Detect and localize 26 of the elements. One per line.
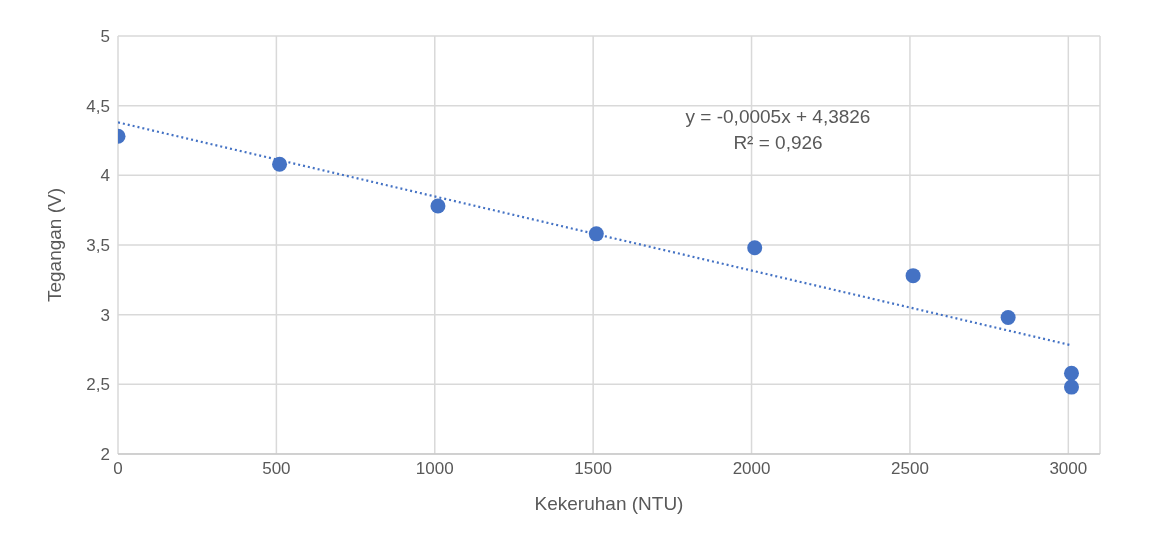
y-tick-label: 3	[100, 305, 110, 325]
x-axis-title: Kekeruhan (NTU)	[534, 493, 684, 514]
point	[1063, 365, 1079, 381]
point	[272, 156, 288, 172]
point	[747, 240, 763, 256]
x-tick-label: 2500	[891, 459, 929, 479]
point	[588, 226, 604, 242]
y-tick-label: 2	[100, 445, 110, 465]
y-tick-label: 2,5	[86, 375, 110, 395]
point	[430, 198, 446, 214]
x-tick-label: 500	[262, 459, 291, 479]
point	[1063, 379, 1079, 395]
x-tick-label: 3000	[1049, 459, 1088, 479]
point	[1000, 309, 1016, 325]
x-tick-label: 1000	[415, 459, 454, 479]
y-tick-label: 3,5	[86, 236, 110, 256]
annotation: y = -0,0005x + 4,3826	[684, 105, 872, 129]
annotation: R² = 0,926	[732, 131, 824, 155]
point	[905, 268, 921, 284]
y-tick-label: 4,5	[86, 96, 110, 116]
y-axis-title: Tegangan (V)	[43, 187, 65, 303]
x-tick-label: 1500	[574, 459, 613, 479]
y-tick-label: 4	[100, 166, 110, 186]
x-tick-label: 2000	[732, 459, 771, 479]
y-tick-label: 5	[100, 27, 110, 47]
x-tick-label: 0	[113, 459, 123, 479]
